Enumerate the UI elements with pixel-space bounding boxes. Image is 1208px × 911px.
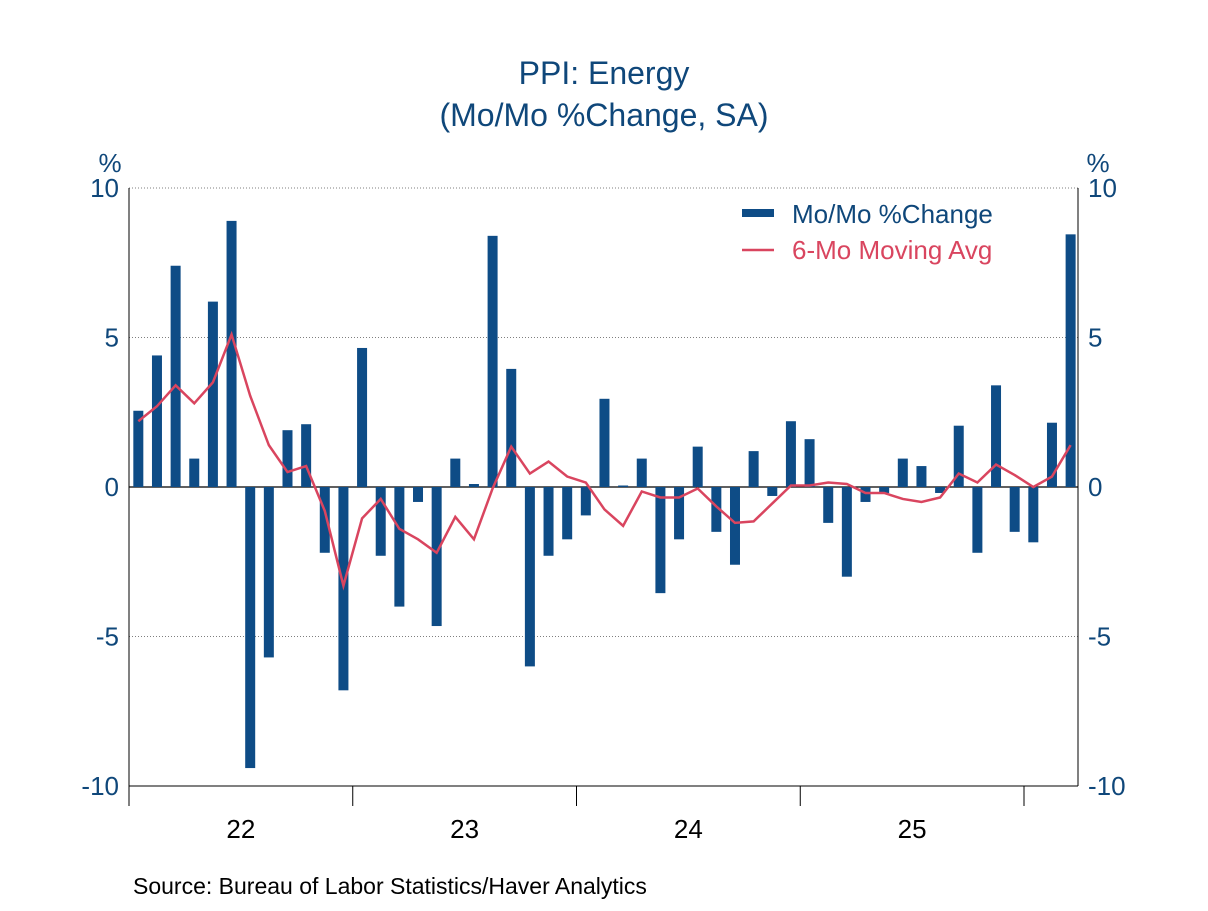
source-note: Source: Bureau of Labor Statistics/Haver…	[133, 873, 647, 899]
bar	[468, 484, 479, 487]
bar	[991, 385, 1002, 487]
bar	[618, 485, 629, 487]
bar	[636, 458, 647, 487]
bar	[729, 487, 740, 565]
y-tick-label-right: -5	[1088, 622, 1111, 652]
y-tick-label-right: 10	[1088, 173, 1117, 203]
y-tick-label-right: 5	[1088, 323, 1102, 353]
bar	[524, 487, 535, 667]
bar	[487, 235, 498, 487]
bar	[151, 355, 162, 487]
bar	[823, 487, 834, 523]
bar	[674, 487, 685, 540]
bar	[394, 487, 405, 607]
bar	[879, 487, 890, 493]
bar	[189, 458, 200, 487]
y-tick-label-left: 10	[90, 173, 119, 203]
bar	[506, 368, 517, 487]
bar	[748, 451, 759, 487]
bar	[319, 487, 330, 553]
legend-swatch-bars	[742, 209, 774, 217]
bar	[375, 487, 386, 556]
bar	[804, 439, 815, 487]
bar	[711, 487, 722, 532]
legend-label-line: 6-Mo Moving Avg	[792, 235, 992, 265]
bar-series	[133, 220, 1076, 769]
x-tick-label: 22	[226, 814, 255, 844]
bar	[1028, 487, 1039, 543]
bar	[860, 487, 871, 502]
y-tick-label-right: 0	[1088, 472, 1102, 502]
chart-subtitle: (Mo/Mo %Change, SA)	[439, 97, 768, 133]
x-tick-label: 23	[450, 814, 479, 844]
bar	[599, 398, 610, 487]
bar	[450, 458, 461, 487]
bar	[226, 220, 237, 487]
bar	[580, 487, 591, 516]
bar	[692, 446, 703, 487]
x-tick-label: 24	[674, 814, 703, 844]
y-tick-label-left: 5	[105, 323, 119, 353]
bar	[301, 424, 312, 487]
bar	[431, 487, 442, 627]
x-ticks: 22 23 24 25	[128, 786, 1025, 844]
bar	[767, 487, 778, 496]
y-tick-label-left: -5	[96, 622, 119, 652]
bar	[972, 487, 983, 553]
bar	[897, 458, 908, 487]
y-axis-right-unit: %	[1086, 148, 1109, 178]
bar	[263, 487, 274, 658]
y-tick-label-left: -10	[81, 771, 119, 801]
bar	[785, 421, 796, 487]
bar	[207, 301, 218, 487]
bar	[357, 347, 368, 487]
bar	[170, 265, 181, 487]
axes	[128, 188, 1079, 787]
legend-label-bars: Mo/Mo %Change	[792, 199, 993, 229]
x-tick-label: 25	[898, 814, 927, 844]
moving-average-line	[137, 330, 1072, 591]
bar	[1046, 422, 1057, 487]
y-tick-label-left: 0	[105, 472, 119, 502]
bar	[935, 487, 946, 493]
bar	[841, 487, 852, 577]
legend: Mo/Mo %Change 6-Mo Moving Avg	[742, 199, 993, 265]
chart-title: PPI: Energy	[519, 55, 690, 91]
bar	[413, 487, 424, 502]
bar	[953, 425, 964, 487]
y-tick-label-right: -10	[1088, 771, 1126, 801]
bar	[562, 487, 573, 540]
bar	[916, 466, 927, 487]
bar	[1009, 487, 1020, 532]
bar	[245, 487, 256, 769]
bar	[543, 487, 554, 556]
bar	[1065, 234, 1076, 487]
bar	[133, 410, 144, 487]
bar	[655, 487, 666, 594]
bar	[282, 430, 293, 487]
y-axis-left-unit: %	[98, 148, 121, 178]
y-ticks: 10 10 5 5 0 0 -5 -5 -10 -10	[81, 173, 1125, 801]
